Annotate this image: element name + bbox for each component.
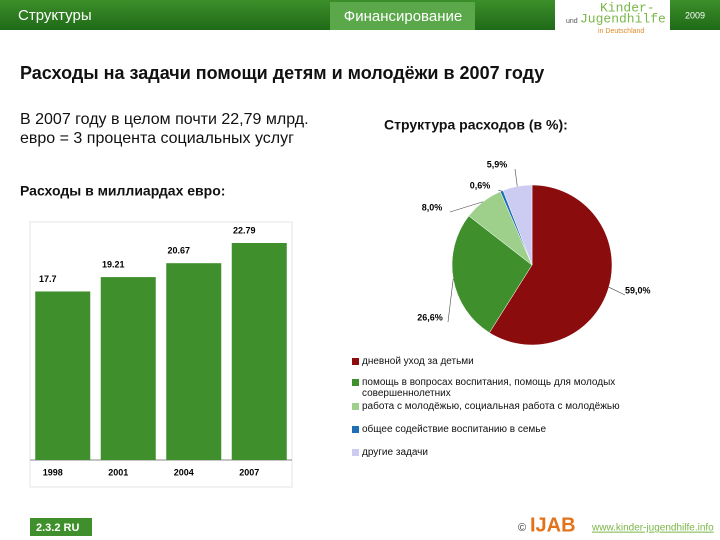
legend-swatch (352, 449, 359, 456)
legend-swatch (352, 379, 359, 386)
logo-text: Jugendhilfe (580, 11, 666, 26)
logo-text: und (566, 18, 578, 25)
footer-url[interactable]: www.kinder-jugendhilfe.info (591, 523, 714, 534)
intro-text: В 2007 году в целом почти 22,79 млрд. ев… (20, 111, 309, 147)
value-label: 17.7 (39, 274, 57, 284)
bar (166, 263, 222, 460)
x-tick-label: 1998 (43, 467, 63, 477)
chart-title: Структура расходов (в %): (384, 117, 568, 133)
legend-swatch (352, 426, 359, 433)
legend-swatch (352, 403, 359, 410)
footer-code: 2.3.2 RU (36, 522, 79, 534)
org-logo: IJAB (530, 514, 576, 536)
footer-code-box (30, 518, 92, 536)
slide-title: Расходы на задачи помощи детям и молодёж… (20, 63, 544, 83)
logo-box (555, 0, 670, 38)
pie-slice (489, 184, 613, 346)
bar (100, 277, 156, 460)
leader-line (514, 168, 518, 187)
legend-label: общее содействие воспитанию в семье (362, 424, 547, 435)
chart-title: Расходы в миллиардах евро: (20, 183, 225, 199)
value-label: 26,6% (417, 312, 443, 322)
legend-label: помощь в вопросах воспитания, помощь для… (362, 377, 616, 399)
year-label: 2009 (685, 10, 705, 20)
leader-line (608, 286, 626, 296)
x-tick-label: 2007 (239, 467, 259, 477)
value-label: 8,0% (422, 202, 443, 212)
x-tick-label: 2004 (174, 467, 194, 477)
leader-line (447, 278, 454, 323)
value-label: 5,9% (487, 159, 508, 169)
legend-swatch (352, 358, 359, 365)
value-label: 59,0% (625, 285, 651, 295)
value-label: 22.79 (233, 225, 256, 235)
x-tick-label: 2001 (108, 467, 128, 477)
pie-slice (502, 184, 533, 266)
header-tab[interactable] (330, 2, 475, 30)
bar (35, 291, 91, 460)
section-label[interactable]: Структуры (18, 7, 92, 24)
leader-line (497, 189, 502, 192)
legend-label: другие задачи (362, 447, 428, 458)
leader-line (449, 201, 484, 213)
logo-text: Kinder- (600, 0, 655, 15)
copyright: © (518, 522, 526, 534)
chart-frame (29, 221, 293, 488)
value-label: 0,6% (470, 180, 491, 190)
legend-label: работа с молодёжью, социальная работа с … (362, 401, 620, 412)
logo-text: in Deutschland (598, 28, 644, 35)
value-label: 20.67 (167, 246, 190, 256)
legend-label: дневной уход за детьми (362, 356, 474, 367)
value-label: 19.21 (102, 259, 125, 269)
bar (231, 243, 287, 460)
tab-label[interactable]: Финансирование (344, 8, 462, 25)
